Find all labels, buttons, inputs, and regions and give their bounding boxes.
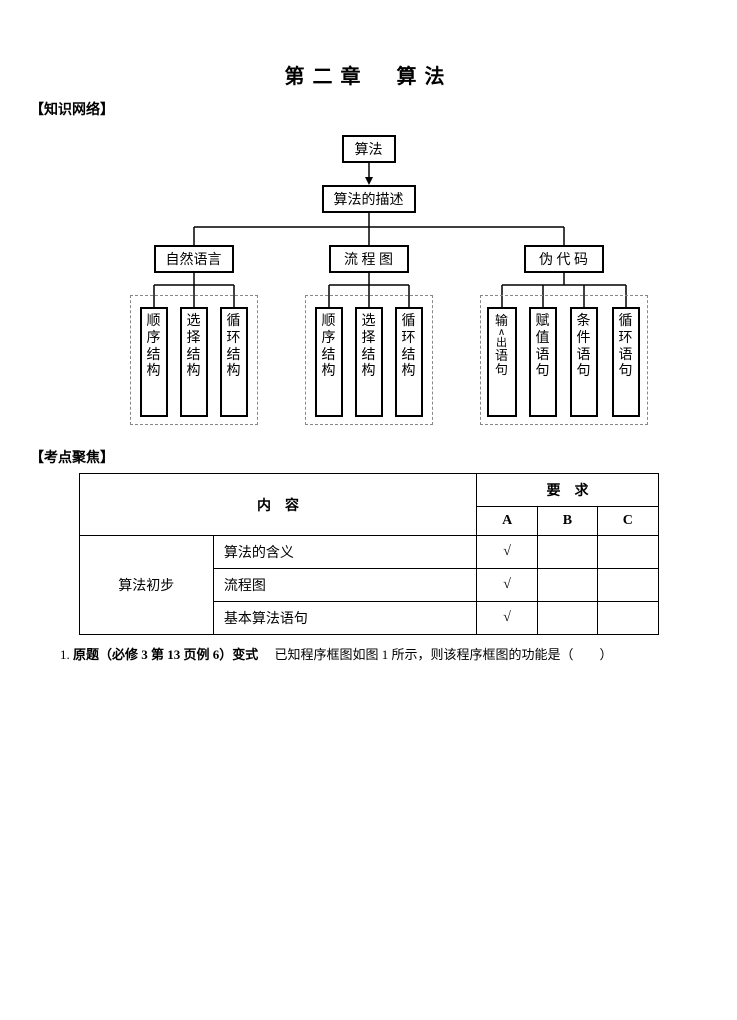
vbox-g2-1: 选择结构 bbox=[355, 307, 383, 417]
question-number: 1. bbox=[60, 647, 70, 662]
th-content: 内 容 bbox=[79, 474, 477, 536]
vbox-g3-0: 输 ∧ 出 语句 bbox=[487, 307, 517, 417]
th-col-a: A bbox=[477, 507, 537, 536]
vbox-g1-1: 选择结构 bbox=[180, 307, 208, 417]
node-root: 算法 bbox=[342, 135, 396, 163]
vbox-g2-2: 循环结构 bbox=[395, 307, 423, 417]
td-mark-0a: √ bbox=[477, 536, 537, 569]
td-mark-1b bbox=[537, 569, 597, 602]
vbox-g3-1: 赋值语句 bbox=[529, 307, 557, 417]
td-section: 算法初步 bbox=[79, 536, 213, 635]
question-1: 1. 原题（必修 3 第 13 页例 6）变式 已知程序框图如图 1 所示，则该… bbox=[60, 645, 687, 666]
td-item-1: 流程图 bbox=[213, 569, 477, 602]
td-item-0: 算法的含义 bbox=[213, 536, 477, 569]
requirements-table: 内 容 要 求 A B C 算法初步 算法的含义 √ 流程图 √ 基本算法语句 … bbox=[79, 473, 659, 635]
vbox-g3-2: 条件语句 bbox=[570, 307, 598, 417]
vbox-g3-3: 循环语句 bbox=[612, 307, 640, 417]
td-mark-0b bbox=[537, 536, 597, 569]
section-network-label: 【知识网络】 bbox=[30, 99, 707, 119]
td-mark-1a: √ bbox=[477, 569, 537, 602]
th-col-b: B bbox=[537, 507, 597, 536]
vbox-g2-0: 顺序结构 bbox=[315, 307, 343, 417]
td-mark-1c bbox=[598, 569, 658, 602]
td-mark-0c bbox=[598, 536, 658, 569]
vbox-g1-0: 顺序结构 bbox=[140, 307, 168, 417]
td-item-2: 基本算法语句 bbox=[213, 602, 477, 635]
td-mark-2c bbox=[598, 602, 658, 635]
question-text: 已知程序框图如图 1 所示，则该程序框图的功能是（ ） bbox=[275, 647, 613, 662]
vbox-g1-2: 循环结构 bbox=[220, 307, 248, 417]
th-col-c: C bbox=[598, 507, 658, 536]
section-focus-label: 【考点聚焦】 bbox=[30, 447, 707, 467]
node-l3-2: 伪 代 码 bbox=[524, 245, 604, 273]
question-label: 原题（必修 3 第 13 页例 6）变式 bbox=[73, 647, 258, 662]
th-requirement: 要 求 bbox=[477, 474, 658, 507]
node-l3-1: 流 程 图 bbox=[329, 245, 409, 273]
node-level2: 算法的描述 bbox=[322, 185, 416, 213]
chapter-title: 第二章 算法 bbox=[30, 60, 707, 89]
td-mark-2b bbox=[537, 602, 597, 635]
knowledge-diagram: 算法 算法的描述 自然语言 流 程 图 伪 代 码 顺序结构 选择结构 循环结构… bbox=[84, 127, 654, 437]
td-mark-2a: √ bbox=[477, 602, 537, 635]
node-l3-0: 自然语言 bbox=[154, 245, 234, 273]
